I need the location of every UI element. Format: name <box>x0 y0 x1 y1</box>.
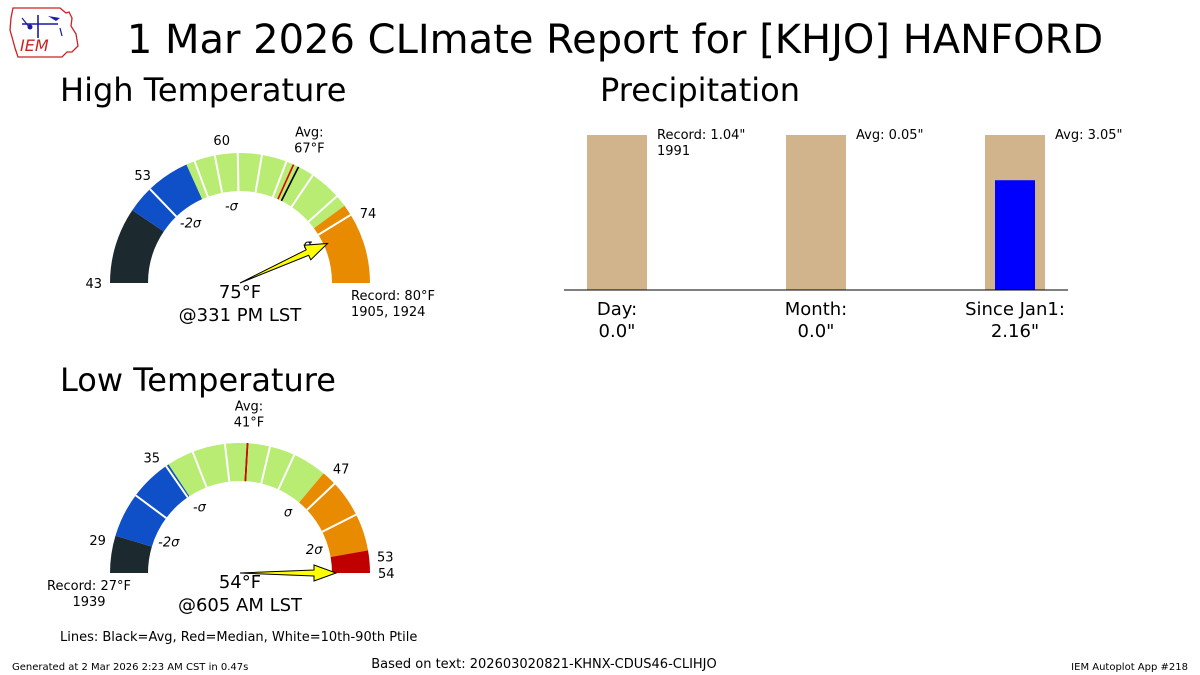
percentile-line <box>260 446 271 484</box>
sigma-label: -σ <box>193 500 207 515</box>
reference-label: Record: 1.04" 1991 <box>657 128 745 159</box>
reference-label: Avg: 0.05" <box>856 128 924 143</box>
gauge-band <box>115 464 190 547</box>
percentile-line <box>271 161 288 198</box>
avg-label: Avg: 41°F <box>234 399 265 430</box>
category-label: Day: <box>597 299 637 320</box>
iowa-outline-icon <box>9 7 79 58</box>
gauge-band <box>299 473 369 558</box>
category-label: Month: <box>785 299 847 320</box>
tick-label: 53 <box>377 550 394 565</box>
gauge-band <box>186 153 345 229</box>
record-label: Record: 27°F 1939 <box>47 579 131 610</box>
tick-label: 54 <box>378 567 395 582</box>
tick-label: 53 <box>134 169 151 184</box>
sigma-label: σ <box>284 506 293 521</box>
gauge-band <box>313 205 370 283</box>
precipitation-chart: Precipitation Record: 1.04" 1991Day:0.0"A… <box>564 71 1123 342</box>
value-bar <box>995 180 1035 290</box>
reference-bar <box>587 135 647 290</box>
avg-label: Avg: 67°F <box>294 125 325 156</box>
avg-line <box>280 166 300 202</box>
value-label: 2.16" <box>991 321 1039 342</box>
percentile-line <box>193 160 209 198</box>
low-temperature-gauge: Low Temperature Avg: 41°F 29 35 47 53 54 -2σ -σ σ… <box>47 361 395 616</box>
tick-label: 35 <box>143 451 160 466</box>
record-label: Record: 80°F 1905, 1924 <box>351 289 435 320</box>
app-label: IEM Autoplot App #218 <box>1071 662 1188 673</box>
time-label: @331 PM LST <box>179 305 303 326</box>
median-line <box>277 164 295 200</box>
page-title: 1 Mar 2026 CLImate Report for [KHJO] HAN… <box>127 17 1103 63</box>
value-arrow-icon <box>239 564 338 582</box>
gauge-band <box>110 535 152 573</box>
percentile-line <box>191 451 208 488</box>
time-label: @605 AM LST <box>178 595 303 616</box>
iem-logo: IEM <box>9 7 79 58</box>
reference-bar <box>786 135 846 290</box>
value-label: 0.0" <box>599 321 636 342</box>
sigma-label: 2σ <box>306 543 323 558</box>
sigma-label: -σ <box>225 199 239 214</box>
gauge-band <box>330 550 370 573</box>
percentile-line <box>321 513 357 533</box>
percentile-line <box>165 465 189 498</box>
sigma-label: -2σ <box>180 217 202 232</box>
source-text: Based on text: 202603020821-KHNX-CDUS46-… <box>371 657 717 672</box>
tick-label: 29 <box>89 534 106 549</box>
percentile-line <box>236 153 240 192</box>
value-arrow-icon <box>239 242 329 284</box>
tick-label: 43 <box>85 277 102 292</box>
generated-timestamp: Generated at 2 Mar 2026 2:23 AM CST in 0… <box>12 662 248 673</box>
percentile-line <box>306 483 336 511</box>
percentile-line <box>307 195 338 223</box>
percentile-line <box>213 155 224 193</box>
percentile-line <box>254 154 263 193</box>
percentile-line <box>223 443 231 482</box>
chart-title: Precipitation <box>600 71 800 109</box>
tick-label: 47 <box>333 462 350 477</box>
high-temperature-gauge: High Temperature Avg:67°F43536074-2σ-σσ7… <box>60 71 435 326</box>
percentile-line <box>290 174 314 208</box>
gauge-band <box>110 210 164 283</box>
tick-label: 60 <box>213 134 230 149</box>
reference-label: Avg: 3.05" <box>1055 128 1123 143</box>
percentile-line <box>277 454 296 490</box>
category-label: Since Jan1: <box>965 299 1065 320</box>
gauge-title: Low Temperature <box>60 361 336 399</box>
gauge-band <box>132 164 203 232</box>
percentile-line <box>317 213 352 236</box>
logo-text: IEM <box>20 36 49 55</box>
gauge-title: High Temperature <box>60 71 346 109</box>
percentile-line <box>135 494 167 519</box>
tick-label: 74 <box>360 207 377 222</box>
median-line <box>244 443 249 482</box>
value-label: 54°F <box>219 572 261 593</box>
percentile-line <box>149 188 178 218</box>
value-label: 0.0" <box>798 321 835 342</box>
legend-note: Lines: Black=Avg, Red=Median, White=10th… <box>60 630 417 645</box>
sigma-label: -2σ <box>158 535 180 550</box>
value-label: 75°F <box>219 282 261 303</box>
